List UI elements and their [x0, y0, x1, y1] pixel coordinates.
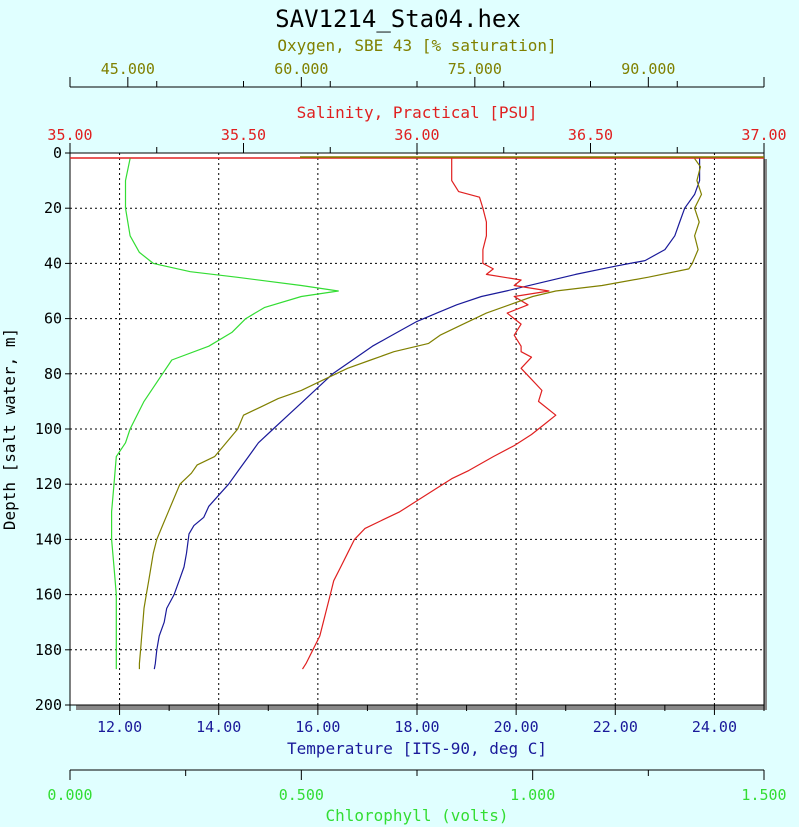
chlorophyll-profile-line — [110, 158, 339, 670]
salinity-tick-label: 37.00 — [741, 126, 786, 144]
chlorophyll-tick-label: 1.500 — [741, 786, 786, 804]
salinity-tick-label: 35.00 — [47, 126, 92, 144]
oxygen-tick-label: 60.000 — [274, 60, 328, 78]
depth-tick-label: 60 — [44, 310, 62, 328]
grid-lines — [70, 153, 764, 705]
depth-tick-label: 120 — [35, 475, 62, 493]
temperature-tick-label: 22.00 — [593, 718, 638, 736]
temperature-tick-label: 14.00 — [196, 718, 241, 736]
temperature-profile-line — [153, 158, 701, 670]
salinity-axis-title: Salinity, Practical [PSU] — [297, 103, 538, 122]
depth-tick-label: 160 — [35, 586, 62, 604]
temperature-axis-title: Temperature [ITS-90, deg C] — [287, 739, 547, 758]
depth-tick-label: 80 — [44, 365, 62, 383]
depth-tick-label: 100 — [35, 420, 62, 438]
depth-tick-label: 200 — [35, 696, 62, 714]
salinity-tick-label: 36.50 — [568, 126, 613, 144]
chlorophyll-tick-label: 0.000 — [47, 786, 92, 804]
oxygen-tick-label: 45.000 — [101, 60, 155, 78]
chart-title: SAV1214_Sta04.hex — [275, 5, 521, 33]
chlorophyll-tick-label: 1.000 — [510, 786, 555, 804]
temperature-tick-label: 20.00 — [494, 718, 539, 736]
depth-tick-label: 40 — [44, 254, 62, 272]
temperature-tick-label: 18.00 — [394, 718, 439, 736]
depth-tick-label: 20 — [44, 199, 62, 217]
oxygen-profile-line — [138, 158, 703, 670]
oxygen-tick-label: 75.000 — [448, 60, 502, 78]
salinity-tick-label: 35.50 — [221, 126, 266, 144]
salinity-tick-label: 36.00 — [394, 126, 439, 144]
depth-tick-label: 0 — [53, 144, 62, 162]
depth-tick-label: 180 — [35, 641, 62, 659]
oxygen-tick-label: 90.000 — [621, 60, 675, 78]
temperature-tick-label: 24.00 — [692, 718, 737, 736]
temperature-tick-label: 12.00 — [97, 718, 142, 736]
y-axis-title: Depth [salt water, m] — [0, 328, 19, 530]
chlorophyll-axis-title: Chlorophyll (volts) — [325, 806, 508, 825]
chlorophyll-tick-label: 0.500 — [279, 786, 324, 804]
data-series — [70, 156, 764, 670]
temperature-tick-label: 16.00 — [295, 718, 340, 736]
salinity-profile-line — [301, 158, 557, 670]
oxygen-axis-title: Oxygen, SBE 43 [% saturation] — [277, 36, 556, 55]
axes: 0 20 40 60 80 100 120 140 160 180 200 Depth [salt w… — [0, 36, 787, 825]
depth-tick-label: 140 — [35, 530, 62, 548]
